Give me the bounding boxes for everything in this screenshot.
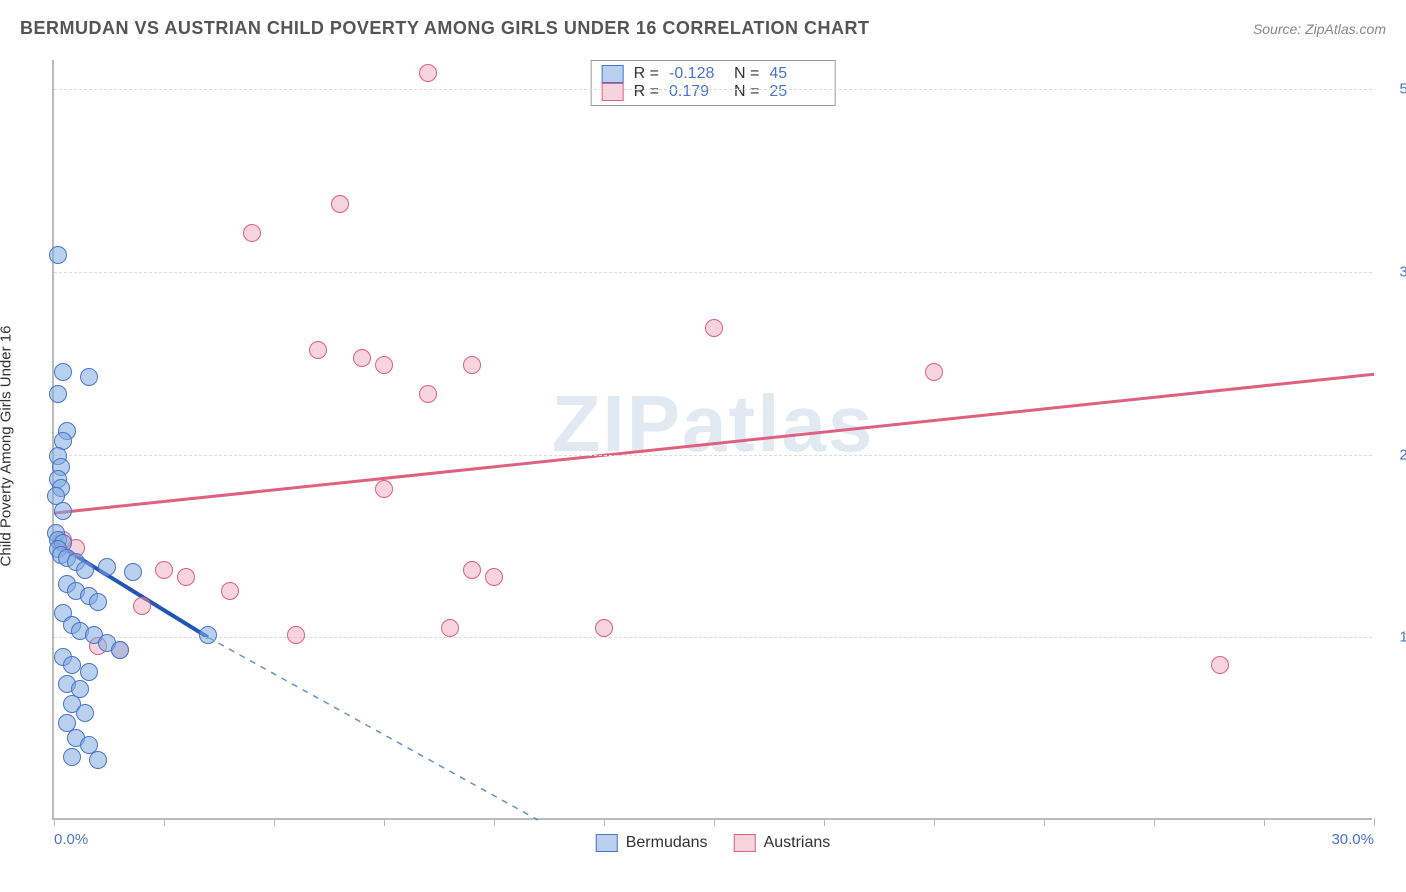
point-bermudan (63, 748, 81, 766)
point-austrian (177, 568, 195, 586)
point-bermudan (76, 561, 94, 579)
point-bermudan (111, 641, 129, 659)
point-austrian (375, 356, 393, 374)
legend-swatch (734, 834, 756, 852)
legend-series-item: Bermudans (596, 834, 708, 852)
xtick (54, 818, 55, 826)
xtick-label: 30.0% (1331, 831, 1374, 848)
point-austrian (419, 385, 437, 403)
chart-title: BERMUDAN VS AUSTRIAN CHILD POVERTY AMONG… (20, 18, 870, 39)
point-bermudan (124, 563, 142, 581)
ytick-label: 50.0% (1382, 81, 1406, 98)
legend-swatch (602, 83, 624, 101)
point-austrian (1211, 656, 1229, 674)
point-austrian (925, 363, 943, 381)
legend-n-value: 25 (769, 83, 824, 101)
xtick (604, 818, 605, 826)
point-austrian (309, 341, 327, 359)
point-bermudan (199, 626, 217, 644)
point-bermudan (49, 385, 67, 403)
point-bermudan (89, 751, 107, 769)
source-label: Source: ZipAtlas.com (1253, 21, 1386, 37)
point-austrian (485, 568, 503, 586)
legend-series-label: Bermudans (626, 834, 708, 852)
xtick (274, 818, 275, 826)
gridline-h (54, 272, 1372, 273)
xtick (384, 818, 385, 826)
legend-series: Bermudans Austrians (596, 834, 831, 852)
point-austrian (419, 64, 437, 82)
point-austrian (331, 195, 349, 213)
point-austrian (155, 561, 173, 579)
point-bermudan (98, 558, 116, 576)
xtick (934, 818, 935, 826)
legend-stats-row: R = -0.128 N = 45 (602, 65, 825, 83)
point-bermudan (89, 593, 107, 611)
legend-r-label: R = (634, 83, 659, 101)
watermark: ZIPatlas (552, 378, 875, 470)
point-austrian (133, 597, 151, 615)
ytick-label: 37.5% (1382, 263, 1406, 280)
ytick-label: 25.0% (1382, 446, 1406, 463)
legend-stats: R = -0.128 N = 45 R = 0.179 N = 25 (591, 60, 836, 106)
gridline-h (54, 637, 1372, 638)
legend-series-label: Austrians (764, 834, 831, 852)
legend-r-value: -0.128 (669, 65, 724, 83)
point-bermudan (54, 363, 72, 381)
legend-swatch (596, 834, 618, 852)
legend-swatch (602, 65, 624, 83)
legend-n-label: N = (734, 65, 759, 83)
xtick (1154, 818, 1155, 826)
xtick-label: 0.0% (54, 831, 88, 848)
trend-lines-layer (54, 60, 1372, 818)
point-bermudan (80, 663, 98, 681)
point-austrian (595, 619, 613, 637)
ytick-label: 12.5% (1382, 629, 1406, 646)
point-austrian (221, 582, 239, 600)
point-austrian (375, 480, 393, 498)
point-austrian (463, 356, 481, 374)
legend-r-label: R = (634, 65, 659, 83)
point-bermudan (80, 368, 98, 386)
legend-r-value: 0.179 (669, 83, 724, 101)
legend-stats-row: R = 0.179 N = 25 (602, 83, 825, 101)
xtick (824, 818, 825, 826)
gridline-h (54, 89, 1372, 90)
gridline-h (54, 455, 1372, 456)
legend-n-label: N = (734, 83, 759, 101)
point-bermudan (63, 656, 81, 674)
xtick (164, 818, 165, 826)
xtick (494, 818, 495, 826)
xtick (714, 818, 715, 826)
point-austrian (353, 349, 371, 367)
point-bermudan (76, 704, 94, 722)
legend-series-item: Austrians (734, 834, 831, 852)
header: BERMUDAN VS AUSTRIAN CHILD POVERTY AMONG… (20, 18, 1386, 39)
plot-area: ZIPatlas R =-0.128N =45R =0.179N =25 Ber… (52, 60, 1372, 820)
point-austrian (463, 561, 481, 579)
legend-n-value: 45 (769, 65, 824, 83)
point-bermudan (49, 246, 67, 264)
xtick (1044, 818, 1045, 826)
point-austrian (441, 619, 459, 637)
point-austrian (243, 224, 261, 242)
point-austrian (705, 319, 723, 337)
point-bermudan (54, 502, 72, 520)
xtick (1264, 818, 1265, 826)
point-austrian (287, 626, 305, 644)
xtick (1374, 818, 1375, 826)
